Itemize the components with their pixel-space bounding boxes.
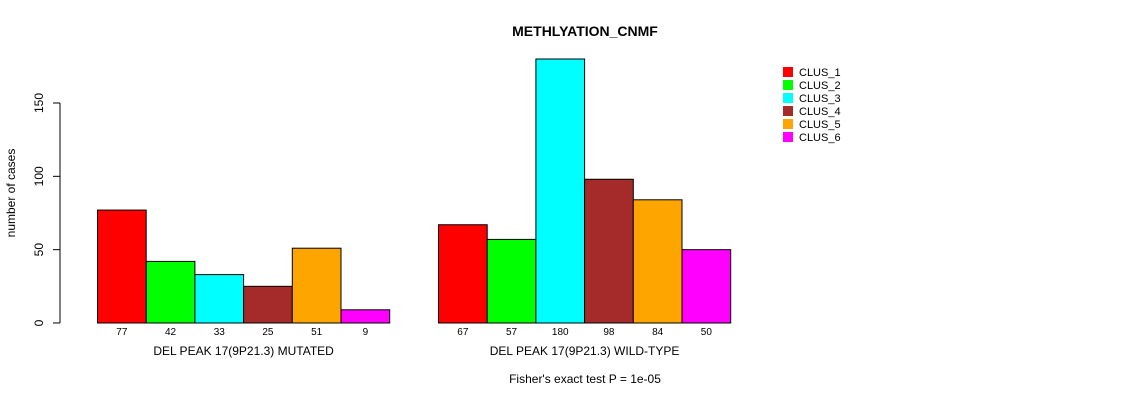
legend-label: CLUS_2 (799, 80, 841, 92)
bar-count-label: 84 (652, 327, 664, 338)
bar-count-label: 42 (165, 327, 177, 338)
bar-1-clus_6 (681, 249, 732, 324)
bar-count-label: 77 (116, 327, 128, 338)
y-axis: 0 50 100 150 (32, 93, 61, 326)
legend-swatch-clus_4 (783, 106, 793, 116)
bar-0-clus_3 (194, 274, 245, 324)
y-tick-label: 0 (32, 319, 46, 326)
y-tick-label: 50 (32, 243, 46, 257)
legend-swatch-clus_2 (783, 80, 793, 90)
bar-count-label: 98 (603, 327, 615, 338)
y-tick-label: 100 (32, 166, 46, 186)
bar-count-label: 51 (311, 327, 323, 338)
legend-swatch-clus_5 (783, 119, 793, 129)
legend-label: CLUS_6 (799, 132, 841, 144)
bar-count-label: 50 (701, 327, 713, 338)
bar-count-label: 33 (214, 327, 226, 338)
group-label: DEL PEAK 17(9P21.3) MUTATED (153, 344, 334, 358)
bar-1-clus_2 (486, 238, 537, 324)
y-axis-label: number of cases (4, 149, 18, 238)
footer-text: Fisher's exact test P = 1e-05 (509, 372, 661, 386)
bar-count-label: 9 (363, 327, 369, 338)
group-label: DEL PEAK 17(9P21.3) WILD-TYPE (490, 344, 680, 358)
bar-count-label: 25 (262, 327, 274, 338)
bar-0-clus_1 (97, 209, 147, 324)
bar-0-clus_5 (291, 247, 342, 324)
legend-swatch-clus_1 (783, 67, 793, 77)
y-tick-label: 150 (32, 93, 46, 113)
legend-swatch-clus_6 (783, 132, 793, 142)
legend-label: CLUS_3 (799, 93, 841, 105)
bar-0-clus_2 (145, 260, 196, 324)
legend-label: CLUS_4 (799, 106, 841, 118)
legend-label: CLUS_1 (799, 67, 841, 79)
legend-label: CLUS_5 (799, 119, 841, 131)
bar-1-clus_5 (632, 199, 683, 324)
bar-0-clus_4 (243, 285, 293, 324)
chart-title: METHLYATION_CNMF (512, 23, 658, 39)
bar-1-clus_4 (584, 178, 634, 324)
bar-0-clus_6 (340, 309, 391, 324)
bar-1-clus_3 (535, 58, 586, 324)
bar-1-clus_1 (438, 224, 488, 324)
bar-count-label: 180 (552, 327, 569, 338)
bar-count-label: 57 (506, 327, 518, 338)
bars: 77 42 33 25 51 9 DEL PEAK 17(9P21.3) MUTATED 67… (97, 58, 732, 358)
bar-count-label: 67 (457, 327, 469, 338)
legend-swatch-clus_3 (783, 93, 793, 103)
